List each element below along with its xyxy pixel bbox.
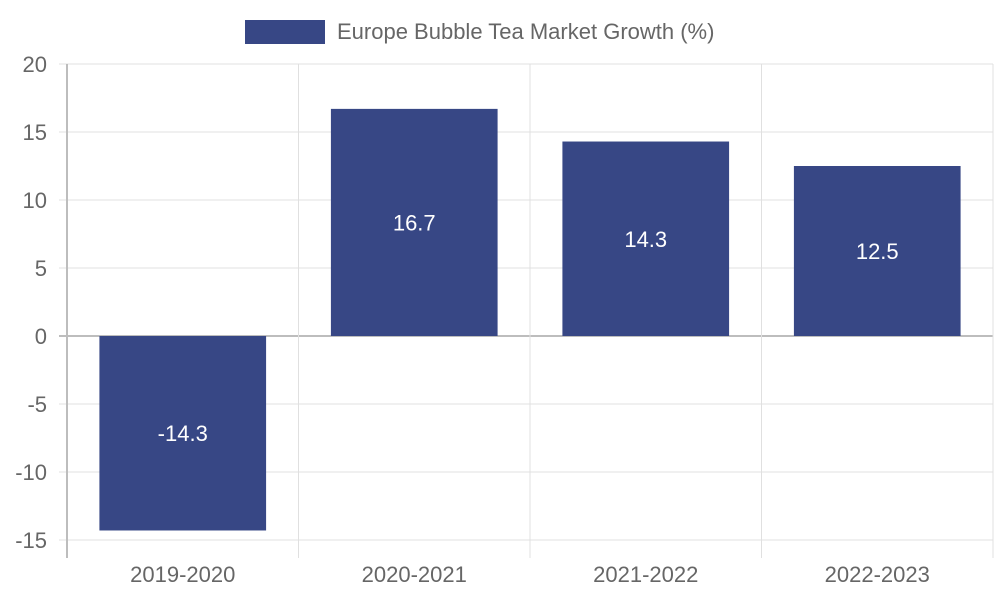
bar-value-label: 12.5 bbox=[856, 239, 899, 264]
y-tick-label: 0 bbox=[35, 324, 47, 349]
bar-value-label: 16.7 bbox=[393, 210, 436, 235]
bar[interactable] bbox=[793, 166, 961, 336]
y-tick-label: 5 bbox=[35, 256, 47, 281]
y-tick-label: -15 bbox=[15, 528, 47, 553]
axes: 20 15 10 5 0 -5 -10 -15 2019-2020 2020-2021 2021-2… bbox=[15, 52, 930, 587]
bar-value-label: 14.3 bbox=[624, 227, 667, 252]
x-tick-label: 2022-2023 bbox=[825, 562, 930, 587]
legend[interactable]: Europe Bubble Tea Market Growth (%) bbox=[245, 19, 714, 44]
bar-value-label: -14.3 bbox=[158, 421, 208, 446]
y-tick-label: 10 bbox=[23, 188, 47, 213]
bar[interactable] bbox=[330, 108, 498, 336]
bar[interactable] bbox=[99, 336, 267, 531]
bars bbox=[99, 108, 961, 531]
x-tick-label: 2019-2020 bbox=[130, 562, 235, 587]
data-labels: -14.3 16.7 14.3 12.5 bbox=[158, 210, 899, 446]
x-tick-label: 2020-2021 bbox=[362, 562, 467, 587]
bar[interactable] bbox=[562, 141, 730, 336]
legend-label: Europe Bubble Tea Market Growth (%) bbox=[337, 19, 714, 44]
y-tick-label: 20 bbox=[23, 52, 47, 77]
y-tick-label: -10 bbox=[15, 460, 47, 485]
y-tick-label: 15 bbox=[23, 120, 47, 145]
x-tick-label: 2021-2022 bbox=[593, 562, 698, 587]
legend-swatch bbox=[245, 20, 325, 44]
y-tick-label: -5 bbox=[27, 392, 47, 417]
